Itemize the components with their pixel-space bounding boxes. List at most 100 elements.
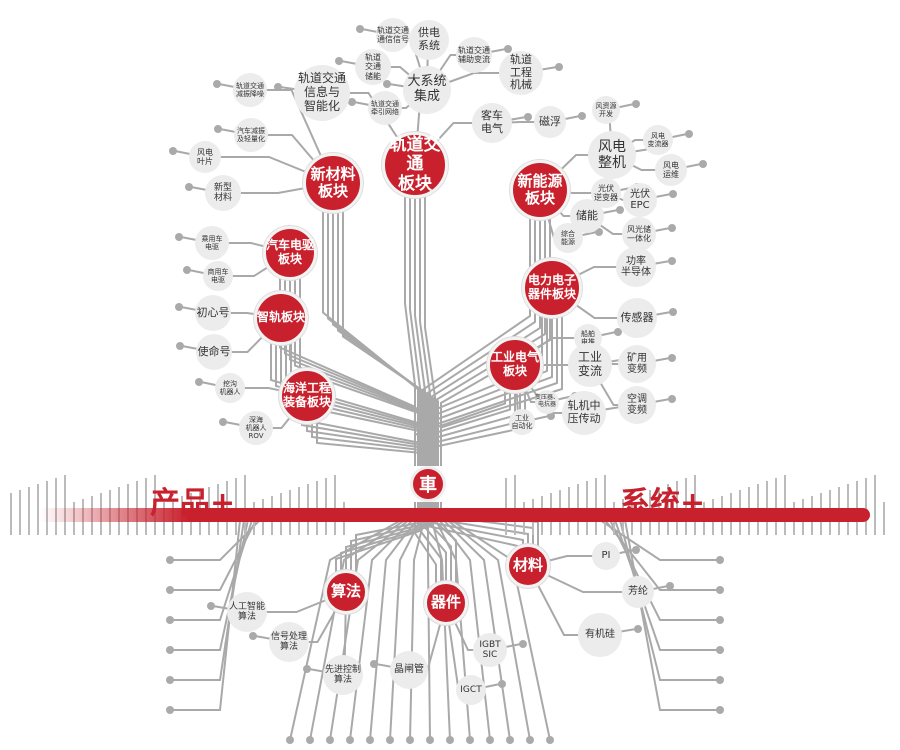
sub-business-node: 商用车 电驱 xyxy=(203,261,233,291)
trace-end-dot xyxy=(578,112,586,120)
trace-end-dot xyxy=(326,736,334,744)
band-tick xyxy=(604,475,606,535)
business-segment-node: 海洋工程 装备板块 xyxy=(279,368,335,424)
trace-end-dot xyxy=(498,680,506,688)
trace-end-dot xyxy=(632,546,640,554)
trace-end-dot xyxy=(166,616,174,624)
trace-end-dot xyxy=(185,183,193,191)
root-trace xyxy=(427,504,511,741)
sub-business-node: 轨道交通 通信信号 xyxy=(376,18,410,52)
trace-end-dot xyxy=(166,676,174,684)
trace-end-dot xyxy=(486,736,494,744)
root-trace xyxy=(409,504,429,741)
trace-end-dot xyxy=(634,625,642,633)
sub-business-node: 初心号 xyxy=(195,295,231,331)
crrc-logo-icon: 車 xyxy=(410,466,446,502)
trace-end-dot xyxy=(716,556,724,564)
trace-end-dot xyxy=(166,556,174,564)
band-tick xyxy=(19,490,21,535)
trace-end-dot xyxy=(595,228,603,236)
sub-business-node: 有机硅 xyxy=(578,613,622,657)
band-tick xyxy=(874,475,876,535)
band-tick xyxy=(883,502,885,535)
band-tick xyxy=(685,478,687,535)
sub-business-node: 轨道 交通 储能 xyxy=(355,49,391,85)
trace-end-dot xyxy=(207,602,215,610)
trace-end-dot xyxy=(526,736,534,744)
sub-business-node: 矿用 变频 xyxy=(618,345,656,383)
trace-end-dot xyxy=(716,616,724,624)
trace-end-dot xyxy=(195,378,203,386)
sub-business-node: 大系统 集成 xyxy=(403,66,451,114)
trunk-trace xyxy=(342,183,439,466)
trace-end-dot xyxy=(366,736,374,744)
band-tick xyxy=(37,484,39,535)
business-segment-node: 智轨板块 xyxy=(254,291,308,345)
trace-end-dot xyxy=(524,113,532,121)
sub-business-node: 风电 整机 xyxy=(588,131,636,179)
root-trace xyxy=(289,504,429,741)
trace-end-dot xyxy=(166,706,174,714)
sub-business-node: IGBT SIC xyxy=(473,633,507,667)
root-trace xyxy=(427,504,451,741)
sub-business-node: 风电 变流器 xyxy=(643,125,673,155)
sub-business-node: 信号处理 算法 xyxy=(269,622,309,662)
business-segment-node: 新能源 板块 xyxy=(510,160,570,220)
trace-end-dot xyxy=(668,257,676,265)
sub-business-node: 轨道交通 牵引网络 xyxy=(368,91,402,125)
sub-business-node: 汽车减振 及轻量化 xyxy=(234,118,268,152)
root-trace xyxy=(619,519,720,681)
sub-business-node: 磁浮 xyxy=(534,106,566,138)
trace-end-dot xyxy=(306,736,314,744)
trace-end-dot xyxy=(506,736,514,744)
trace-end-dot xyxy=(175,233,183,241)
trunk-trace xyxy=(285,318,434,466)
trace-end-dot xyxy=(668,395,676,403)
band-tick xyxy=(325,478,327,535)
sub-business-node: 光伏 EPC xyxy=(623,183,657,217)
trace-end-dot xyxy=(555,63,563,71)
sub-business-node: 供电 系统 xyxy=(409,20,449,60)
business-segment-node: 新材料 板块 xyxy=(303,153,363,213)
trace-end-dot xyxy=(335,57,343,65)
band-left-label: 产品+ xyxy=(150,486,236,521)
trace-end-dot xyxy=(166,586,174,594)
sub-business-node: 工业 自动化 xyxy=(509,409,535,435)
band-tick xyxy=(235,478,237,535)
trace-end-dot xyxy=(219,418,227,426)
trace-end-dot xyxy=(386,736,394,744)
root-trace xyxy=(309,504,429,741)
band-tick xyxy=(145,478,147,535)
trace-end-dot xyxy=(685,130,693,138)
sub-business-node: 轧机中 压传动 xyxy=(562,391,606,435)
band-tick xyxy=(334,475,336,535)
business-segment-node: 轨道交通 板块 xyxy=(382,132,448,198)
sub-business-node: 变压器、 电抗器 xyxy=(535,390,559,414)
trace-end-dot xyxy=(716,676,724,684)
trace-end-dot xyxy=(356,25,364,33)
trace-end-dot xyxy=(666,582,674,590)
band-tick xyxy=(775,478,777,535)
trace-end-dot xyxy=(426,736,434,744)
trace-end-dot xyxy=(446,736,454,744)
sub-business-node: 乘用车 电驱 xyxy=(195,226,229,260)
trace-end-dot xyxy=(166,646,174,654)
sub-business-node: 深海 机器人 ROV xyxy=(239,411,273,445)
sub-business-node: 使命号 xyxy=(196,334,232,370)
business-segment-node: 工业电气 板块 xyxy=(487,337,543,393)
trace-end-dot xyxy=(547,412,555,420)
trace-end-dot xyxy=(286,736,294,744)
sub-business-node: 挖沟 机器人 xyxy=(215,373,245,403)
trace-end-dot xyxy=(669,190,677,198)
business-segment-node: 电力电子 器件板块 xyxy=(522,258,582,318)
band-tick xyxy=(514,475,516,535)
trace-end-dot xyxy=(214,125,222,133)
band-tick xyxy=(28,487,30,535)
sub-business-node: 先进控制 算法 xyxy=(323,655,363,695)
trace-end-dot xyxy=(504,45,512,53)
band-tick xyxy=(244,475,246,535)
trace-end-dot xyxy=(716,646,724,654)
sub-business-node: 功率 半导体 xyxy=(616,247,656,287)
business-segment-node: 算法 xyxy=(324,570,368,614)
sub-business-node: 风电 叶片 xyxy=(189,141,221,173)
